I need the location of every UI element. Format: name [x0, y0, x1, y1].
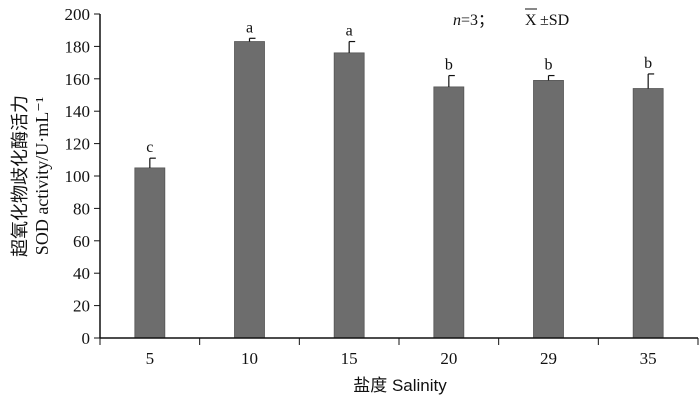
y-tick-label: 140	[65, 102, 91, 121]
y-tick-label: 200	[65, 5, 91, 24]
significance-label-15: a	[346, 23, 353, 40]
x-tick-label-35: 35	[640, 349, 657, 368]
significance-label-29: b	[545, 57, 553, 74]
x-tick-label-15: 15	[341, 349, 358, 368]
y-axis-title-chinese: 超氧化物歧化酶活力	[10, 95, 30, 257]
x-tick-label-5: 5	[146, 349, 155, 368]
y-tick-label: 40	[73, 264, 90, 283]
bars-layer	[134, 41, 664, 339]
y-axis-title-english-group: SOD activity/U·mL⁻¹	[32, 97, 52, 255]
y-tick-label: 160	[65, 70, 91, 89]
bar-35	[632, 88, 664, 339]
bar-15	[333, 52, 365, 339]
sample-size-annotation: n=3；	[453, 12, 494, 29]
x-tick-label-10: 10	[241, 349, 258, 368]
x-tick-label-20: 20	[440, 349, 457, 368]
y-tick-label: 20	[73, 297, 90, 316]
significance-label-35: b	[644, 55, 652, 72]
bar-29	[533, 80, 564, 339]
x-axis-title: 盐度 Salinity	[353, 376, 447, 395]
y-tick-label: 0	[82, 329, 91, 348]
y-tick-label: 80	[73, 199, 90, 218]
stat-annotation: ±SD	[540, 12, 569, 29]
y-tick-label: 120	[65, 135, 91, 154]
bar-5	[134, 167, 166, 339]
y-tick-label: 100	[65, 167, 91, 186]
error-bars-layer	[149, 37, 655, 168]
x-tick-label-29: 29	[540, 349, 557, 368]
mean-symbol: X	[525, 12, 537, 29]
y-axis-title-group: 超氧化物歧化酶活力	[10, 95, 30, 257]
y-tick-label: 180	[65, 37, 91, 56]
y-axis-title-english: SOD activity/U·mL⁻¹	[32, 97, 52, 255]
bar-10	[234, 41, 265, 339]
labels-layer: 0 20 40 60 80 100 120 140 160 180 200 c 5 a 10 a 15 b 20 b 2…	[65, 5, 657, 368]
significance-label-5: c	[146, 139, 153, 156]
y-tick-label: 60	[73, 232, 90, 251]
bar-20	[433, 86, 465, 339]
significance-label-10: a	[246, 19, 253, 36]
significance-label-20: b	[445, 57, 453, 74]
axes-layer	[94, 13, 699, 345]
